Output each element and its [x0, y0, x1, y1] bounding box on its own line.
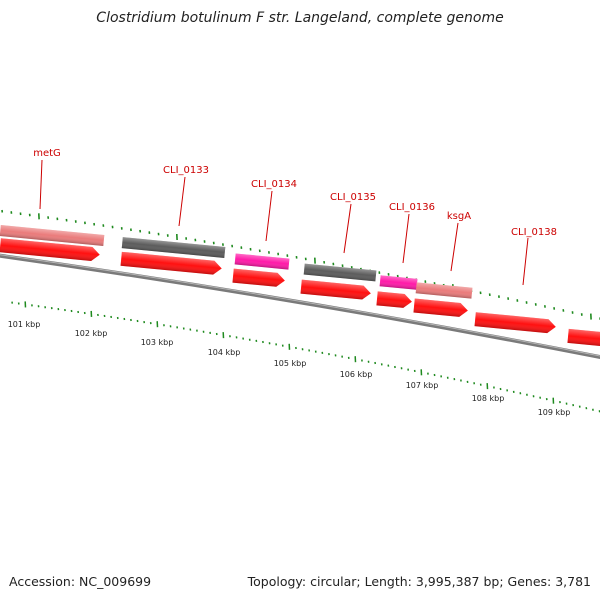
inner-kbp-ruler: 101 kbp 102 kbp 103 kbp 104 kbp 105 kbp 106 k…	[8, 301, 600, 417]
gene-label-layer: metG CLI_0133 CLI_0134 CLI_0135 CLI_0136…	[33, 148, 557, 286]
kbp-label: 108 kbp	[472, 394, 505, 403]
gene-label-cli-0133: CLI_0133	[163, 165, 209, 176]
map-title: Clostridium botulinum F str. Langeland, …	[96, 10, 504, 26]
kbp-label: 105 kbp	[274, 359, 307, 368]
gene-label-cli-0135: CLI_0135	[330, 192, 376, 203]
cds-arrow-6[interactable]	[413, 298, 468, 318]
cds-ring	[0, 238, 600, 347]
gene-metg[interactable]	[0, 225, 105, 246]
gene-ksga[interactable]	[415, 282, 473, 299]
kbp-label: 102 kbp	[75, 329, 108, 338]
topology-label: Topology: circular; Length: 3,995,387 bp…	[247, 574, 591, 589]
gene-cli-0133[interactable]	[121, 237, 226, 258]
cds-arrow-4[interactable]	[300, 279, 371, 301]
cds-arrow-8[interactable]	[567, 328, 600, 347]
kbp-label: 103 kbp	[141, 338, 174, 347]
gene-cli-0136[interactable]	[379, 275, 418, 290]
gene-feature-ring	[0, 225, 473, 299]
kbp-label: 101 kbp	[8, 320, 41, 329]
genome-backbone	[0, 253, 600, 360]
gene-cli-0135[interactable]	[303, 263, 377, 282]
gene-label-cli-0136: CLI_0136	[389, 202, 435, 213]
kbp-label: 104 kbp	[208, 348, 241, 357]
gene-label-cli-0138: CLI_0138	[511, 227, 557, 238]
cds-arrow-1[interactable]	[0, 238, 100, 262]
kbp-label: 109 kbp	[538, 408, 571, 417]
cds-arrow-7[interactable]	[474, 312, 557, 334]
gene-cli-0134[interactable]	[234, 253, 290, 270]
gene-label-cli-0134: CLI_0134	[251, 179, 297, 190]
gene-label-metg: metG	[33, 148, 61, 159]
kbp-label: 107 kbp	[406, 381, 439, 390]
cds-arrow-3[interactable]	[232, 268, 285, 288]
accession-label: Accession: NC_009699	[9, 574, 152, 589]
cds-arrow-5[interactable]	[376, 291, 412, 308]
cds-arrow-2[interactable]	[120, 251, 223, 276]
kbp-label: 106 kbp	[340, 370, 373, 379]
gene-label-ksga: ksgA	[447, 211, 471, 222]
